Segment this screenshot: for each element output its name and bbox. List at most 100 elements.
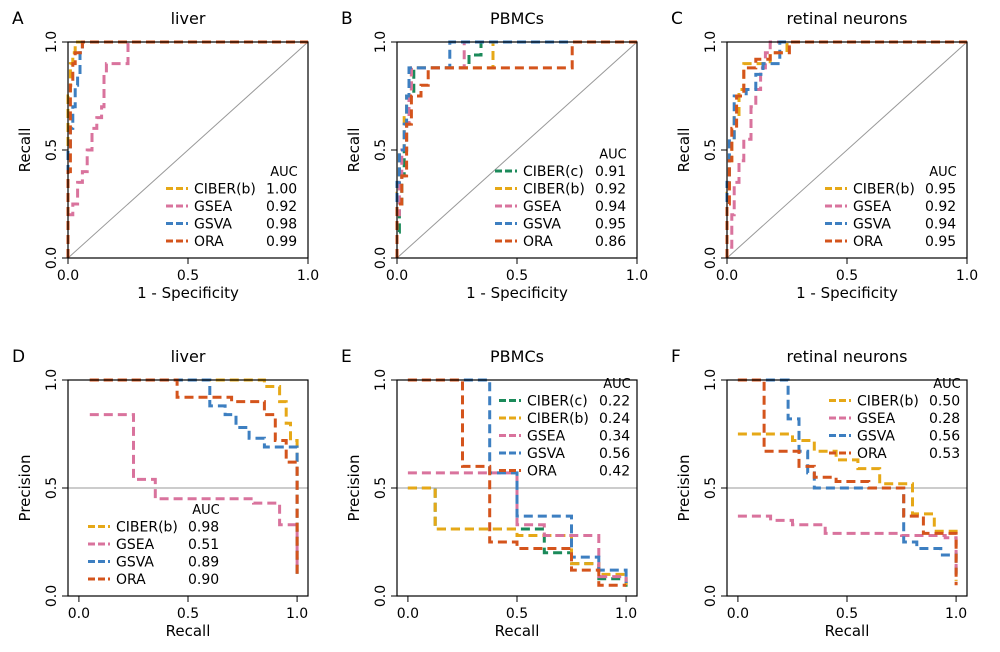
- x-axis-label: 1 - Specificity: [796, 284, 898, 302]
- panel-b: B PBMCs 0.0 0.5 1.0 0.0 0.5 1.0 1 - Specificity R…: [341, 9, 648, 302]
- x-tick-label: 0.0: [386, 268, 408, 284]
- legend-label: GSVA: [523, 217, 561, 233]
- y-tick-label: 1.0: [703, 369, 719, 391]
- reference-diagonal: [67, 41, 309, 259]
- y-tick-label: 1.0: [373, 369, 389, 391]
- series-line-gsva: [407, 378, 628, 583]
- panel-letter: E: [341, 347, 352, 367]
- y-tick-label: 0.0: [703, 585, 719, 607]
- legend-label: GSEA: [194, 199, 233, 215]
- x-tick-label: 0.0: [716, 268, 738, 284]
- legend-auc: 0.50: [929, 394, 960, 410]
- x-tick-label: 0.5: [506, 606, 528, 622]
- reference-diagonal: [726, 41, 968, 259]
- legend-label: CIBER(b): [116, 520, 178, 536]
- legend-auc: 0.53: [929, 446, 960, 462]
- y-tick-label: 0.5: [703, 477, 719, 499]
- legend-label: ORA: [194, 234, 224, 250]
- y-tick-label: 1.0: [703, 31, 719, 53]
- series-line-ora: [66, 40, 308, 258]
- y-tick-label: 0.0: [373, 585, 389, 607]
- legend-auc: 0.91: [595, 164, 626, 180]
- x-tick-label: 0.0: [397, 606, 419, 622]
- legend-header: AUC: [270, 165, 298, 180]
- x-tick-label: 0.0: [57, 268, 79, 284]
- legend: AUC CIBER(c) 0.91 CIBER(b) 0.92 GSEA 0.94 GSVA 0…: [495, 148, 627, 250]
- panel-letter: B: [341, 9, 353, 29]
- x-axis-label: 1 - Specificity: [466, 284, 568, 302]
- panel-letter: F: [671, 347, 681, 367]
- series-line-gsea: [66, 40, 308, 258]
- legend: AUC CIBER(b) 0.50 GSEA 0.28 GSVA 0.56 ORA 0.53: [829, 377, 961, 462]
- x-tick-label: 1.0: [945, 606, 967, 622]
- legend-label: GSEA: [527, 429, 566, 445]
- legend: AUC CIBER(b) 1.00 GSEA 0.92 GSVA 0.98 ORA 0.99: [166, 165, 298, 250]
- panel-title: PBMCs: [490, 347, 544, 366]
- x-axis-label: Recall: [166, 622, 211, 640]
- series-line-ora: [725, 40, 967, 258]
- y-tick-label: 1.0: [373, 31, 389, 53]
- panel-title: liver: [171, 9, 206, 28]
- legend-auc: 0.28: [929, 411, 960, 427]
- series-line-gsea: [725, 40, 967, 258]
- legend-header: AUC: [929, 165, 957, 180]
- legend-label: ORA: [853, 234, 883, 250]
- x-tick-label: 1.0: [286, 606, 308, 622]
- legend-header: AUC: [603, 377, 631, 392]
- legend-label: GSVA: [194, 217, 232, 233]
- legend-auc: 0.94: [925, 217, 956, 233]
- legend-label: CIBER(b): [527, 411, 589, 427]
- legend-label: GSEA: [116, 537, 155, 553]
- series-line-gsea: [89, 413, 299, 571]
- legend-label: GSEA: [857, 411, 896, 427]
- legend-auc: 0.98: [266, 217, 297, 233]
- x-tick-label: 0.0: [727, 606, 749, 622]
- series-line-gsea: [407, 471, 628, 583]
- series-line-ora: [737, 378, 958, 586]
- legend-label: ORA: [116, 572, 146, 588]
- y-tick-label: 0.5: [373, 477, 389, 499]
- legend-auc: 0.94: [595, 199, 626, 215]
- panel-letter: A: [12, 9, 24, 29]
- y-tick-label: 0.0: [44, 585, 60, 607]
- series-line-ora: [89, 378, 299, 575]
- series-line-ciber-b-: [737, 432, 958, 581]
- x-tick-label: 0.5: [506, 268, 528, 284]
- legend-header: AUC: [192, 503, 220, 518]
- panel-title: PBMCs: [490, 9, 544, 28]
- legend-label: CIBER(c): [527, 394, 588, 410]
- x-tick-label: 0.5: [836, 268, 858, 284]
- y-axis-label: Recall: [16, 128, 34, 173]
- legend-auc: 0.99: [266, 234, 297, 250]
- x-tick-label: 1.0: [297, 268, 319, 284]
- legend-header: AUC: [599, 148, 627, 163]
- x-tick-label: 1.0: [615, 606, 637, 622]
- y-tick-label: 1.0: [44, 31, 60, 53]
- legend-label: GSEA: [523, 199, 562, 215]
- panel-title: retinal neurons: [787, 347, 908, 366]
- legend-label: ORA: [523, 234, 553, 250]
- panel-e: E PBMCs 0.0 0.5 1.0 0.0 0.5 1.0 Recall Precision A…: [341, 347, 638, 640]
- legend-label: CIBER(b): [523, 182, 585, 198]
- legend-auc: 0.51: [188, 537, 219, 553]
- legend: AUC CIBER(c) 0.22 CIBER(b) 0.24 GSEA 0.34 GSVA 0…: [499, 377, 631, 480]
- legend-auc: 1.00: [266, 182, 297, 198]
- legend-auc: 0.98: [188, 520, 219, 536]
- x-axis-label: 1 - Specificity: [137, 284, 239, 302]
- y-axis-label: Precision: [345, 455, 363, 522]
- legend-label: ORA: [527, 464, 557, 480]
- legend-auc: 0.42: [599, 464, 630, 480]
- series-line-ora: [407, 378, 627, 587]
- x-axis-label: Recall: [825, 622, 870, 640]
- series-line-gsea: [737, 514, 958, 575]
- series-line-ciber-b-: [89, 378, 299, 579]
- series-line-ora: [395, 40, 637, 258]
- legend-auc: 0.90: [188, 572, 219, 588]
- legend-auc: 0.92: [925, 199, 956, 215]
- panel-letter: C: [671, 9, 683, 29]
- reference-diagonal: [396, 41, 638, 259]
- x-tick-label: 0.5: [836, 606, 858, 622]
